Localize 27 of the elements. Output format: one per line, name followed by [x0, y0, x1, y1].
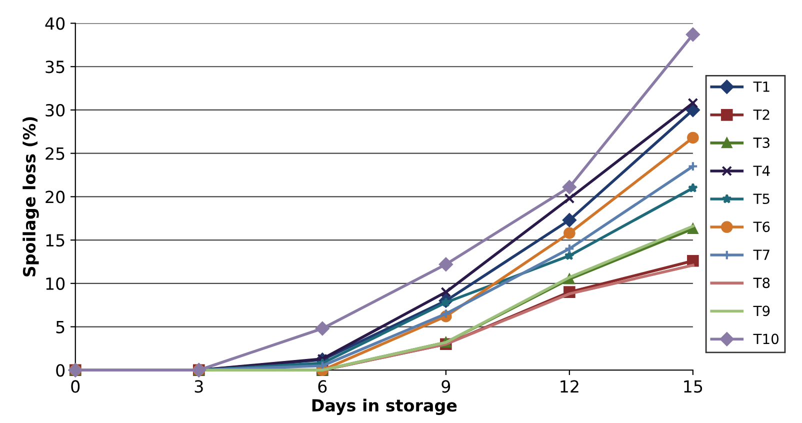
y-tick-label: 10 [46, 277, 65, 290]
x-tick-label: 9 [442, 380, 450, 393]
legend-label: T6 [753, 222, 770, 232]
legend-label: T9 [753, 306, 770, 316]
x-tick-label: 15 [684, 380, 702, 393]
legend-label: T1 [753, 82, 770, 92]
y-tick-label: 20 [46, 190, 65, 204]
y-tick-label: 15 [46, 234, 64, 247]
y-tick-label: 35 [46, 60, 64, 74]
y-tick-label: 40 [45, 17, 65, 30]
legend-label: T3 [753, 138, 770, 148]
x-tick-label: 0 [71, 380, 80, 393]
y-tick-label: 25 [46, 147, 64, 160]
legend-label: T10 [753, 334, 779, 344]
legend-label: T8 [753, 278, 770, 288]
y-tick-label: 30 [46, 104, 65, 117]
legend-label: T5 [753, 194, 770, 204]
y-tick-label: 5 [56, 320, 64, 334]
x-tick-label: 3 [194, 380, 203, 393]
x-tick-label: 12 [560, 380, 578, 393]
legend-label: T2 [753, 109, 770, 120]
x-axis-title: Days in storage [312, 398, 457, 416]
x-tick-label: 6 [318, 380, 327, 393]
y-tick-label: 0 [56, 364, 65, 377]
legend-label: T7 [753, 250, 770, 260]
legend-label: T4 [753, 166, 770, 176]
y-axis-title: Spoilage loss (%) [22, 117, 39, 276]
